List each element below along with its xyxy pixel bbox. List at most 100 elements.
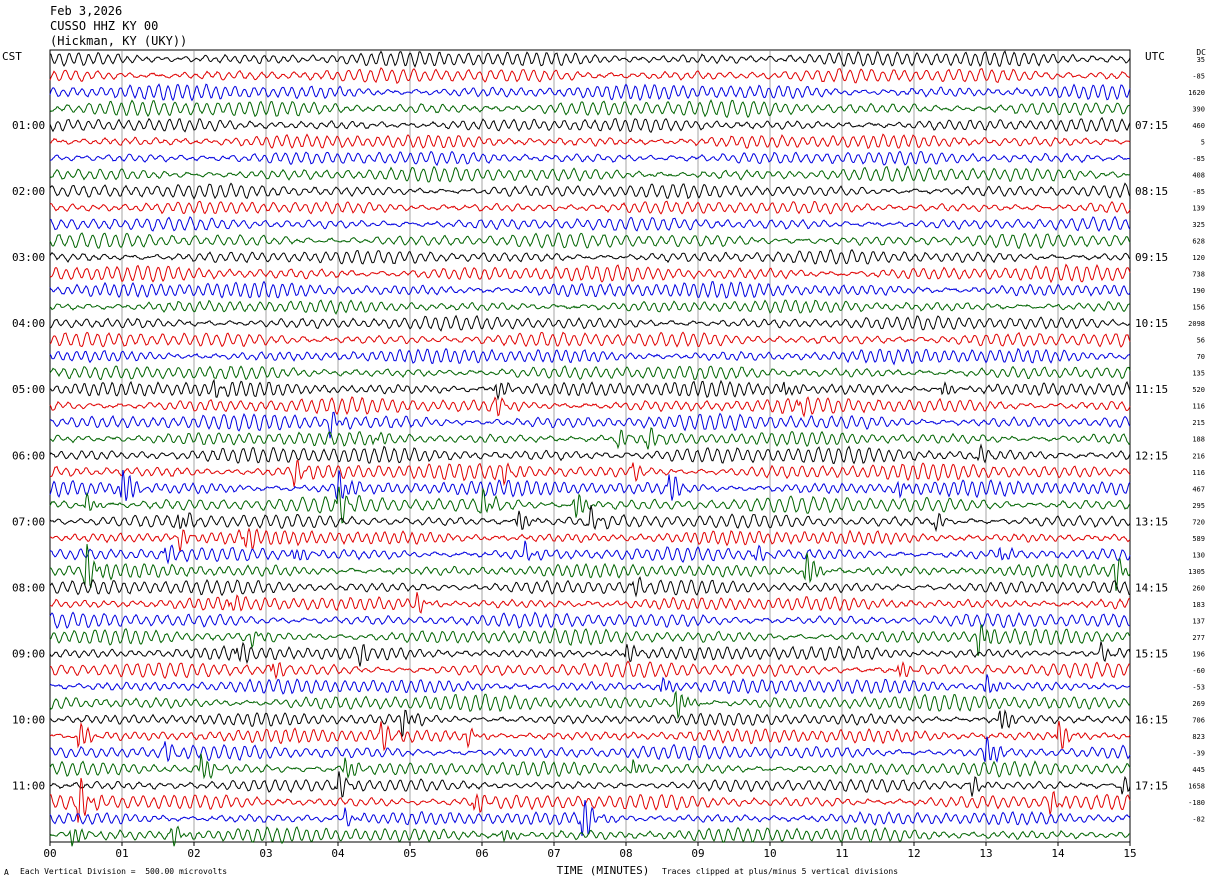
dc-offset-value: 1305	[1188, 568, 1205, 576]
trace-25	[49, 459, 1131, 487]
x-tick-label: 10	[763, 847, 776, 860]
dc-offset-value: 215	[1192, 419, 1205, 427]
dc-offset-value: 390	[1192, 106, 1205, 114]
header-station: CUSSO HHZ KY 00	[50, 19, 159, 33]
trace-4	[49, 116, 1131, 134]
dc-offset-value: 706	[1192, 716, 1205, 724]
dc-offset-value: 467	[1192, 485, 1205, 493]
x-tick-label: 13	[979, 847, 992, 860]
x-tick-label: 07	[547, 847, 560, 860]
trace-10	[49, 215, 1131, 233]
trace-26	[49, 470, 1131, 501]
trace-37	[49, 660, 1131, 680]
trace-30	[49, 540, 1131, 565]
left-time-label: 07:00	[12, 515, 45, 528]
trace-8	[49, 182, 1131, 200]
trace-14	[49, 280, 1131, 299]
left-time-label: 10:00	[12, 713, 45, 726]
trace-1	[49, 67, 1131, 84]
trace-20	[49, 378, 1131, 401]
right-time-label: 16:15	[1135, 713, 1168, 726]
left-time-label: 02:00	[12, 185, 45, 198]
dc-offset-value: -82	[1192, 815, 1205, 823]
right-time-label: 14:15	[1135, 581, 1168, 594]
dc-offset-value: 70	[1197, 353, 1205, 361]
trace-41	[49, 721, 1131, 752]
dc-offset-value: 188	[1192, 436, 1205, 444]
trace-12	[49, 249, 1131, 265]
x-tick-label: 04	[331, 847, 345, 860]
x-tick-label: 11	[835, 847, 848, 860]
dc-offset-value: 260	[1192, 584, 1205, 592]
dc-offset-value: 460	[1192, 122, 1205, 130]
right-time-label: 12:15	[1135, 449, 1168, 462]
trace-38	[49, 674, 1131, 695]
left-time-label: 04:00	[12, 317, 45, 330]
dc-offset-value: 295	[1192, 502, 1205, 510]
trace-21	[49, 396, 1131, 418]
dc-offset-value: 2098	[1188, 320, 1205, 328]
dc-offset-value: 116	[1192, 469, 1205, 477]
trace-2	[49, 83, 1131, 102]
clip-note: Traces clipped at plus/minus 5 vertical …	[662, 867, 899, 876]
x-tick-label: 05	[403, 847, 416, 860]
dc-offset-value: 183	[1192, 601, 1205, 609]
dc-offset-value: 5	[1201, 139, 1205, 147]
trace-15	[49, 299, 1131, 315]
trace-42	[49, 736, 1131, 763]
dc-offset-value: 1658	[1188, 782, 1205, 790]
dc-offset-value: 325	[1192, 221, 1205, 229]
trace-47	[49, 825, 1131, 847]
dc-offset-value: -85	[1192, 73, 1205, 81]
scale-note: Each Vertical Division = 500.00 microvol…	[20, 867, 228, 876]
x-tick-label: 01	[115, 847, 128, 860]
trace-32	[49, 576, 1131, 598]
trace-35	[49, 624, 1131, 657]
dc-offset-value: -85	[1192, 188, 1205, 196]
right-time-label: 17:15	[1135, 779, 1168, 792]
trace-24	[49, 443, 1131, 465]
header-date: Feb 3,2026	[50, 4, 123, 18]
x-tick-label: 15	[1123, 847, 1136, 860]
trace-31	[49, 544, 1131, 591]
trace-5	[49, 133, 1131, 150]
dc-offset-value: 156	[1192, 304, 1205, 312]
trace-40	[49, 709, 1131, 738]
plot-frame	[49, 49, 1131, 843]
trace-19	[49, 365, 1131, 381]
trace-6	[49, 150, 1131, 167]
dc-offset-value: 216	[1192, 452, 1205, 460]
x-tick-label: 00	[43, 847, 56, 860]
header-location: (Hickman, KY (UKY))	[50, 34, 188, 48]
trace-46	[49, 800, 1131, 837]
dc-offset-value: 137	[1192, 617, 1205, 625]
x-tick-label: 09	[691, 847, 704, 860]
left-time-label: 03:00	[12, 251, 45, 264]
dc-offset-value: 35	[1197, 56, 1205, 64]
dc-offset-value: 738	[1192, 271, 1205, 279]
trace-22	[49, 411, 1131, 439]
left-time-label: 11:00	[12, 779, 45, 792]
right-time-label: 11:15	[1135, 383, 1168, 396]
dc-offset-value: 589	[1192, 535, 1205, 543]
trace-33	[50, 592, 1131, 614]
trace-17	[49, 331, 1131, 348]
dc-offset-value: 56	[1197, 337, 1205, 345]
trace-11	[49, 232, 1131, 250]
dc-offset-value: 139	[1192, 205, 1205, 213]
dc-offset-value: 445	[1192, 766, 1205, 774]
corner-mark: A	[4, 868, 9, 877]
right-time-label: 08:15	[1135, 185, 1168, 198]
x-axis-label: TIME (MINUTES)	[557, 864, 650, 877]
x-tick-label: 08	[619, 847, 632, 860]
trace-3	[49, 99, 1131, 119]
left-time-label: 05:00	[12, 383, 45, 396]
trace-0	[49, 50, 1131, 68]
right-zone-label: UTC	[1145, 50, 1165, 63]
dc-offset-value: -39	[1192, 749, 1205, 757]
dc-offset-value: -53	[1192, 683, 1205, 691]
dc-label: DC	[1196, 48, 1206, 57]
right-time-label: 09:15	[1135, 251, 1168, 264]
left-time-label: 06:00	[12, 449, 45, 462]
dc-offset-value: 269	[1192, 700, 1205, 708]
